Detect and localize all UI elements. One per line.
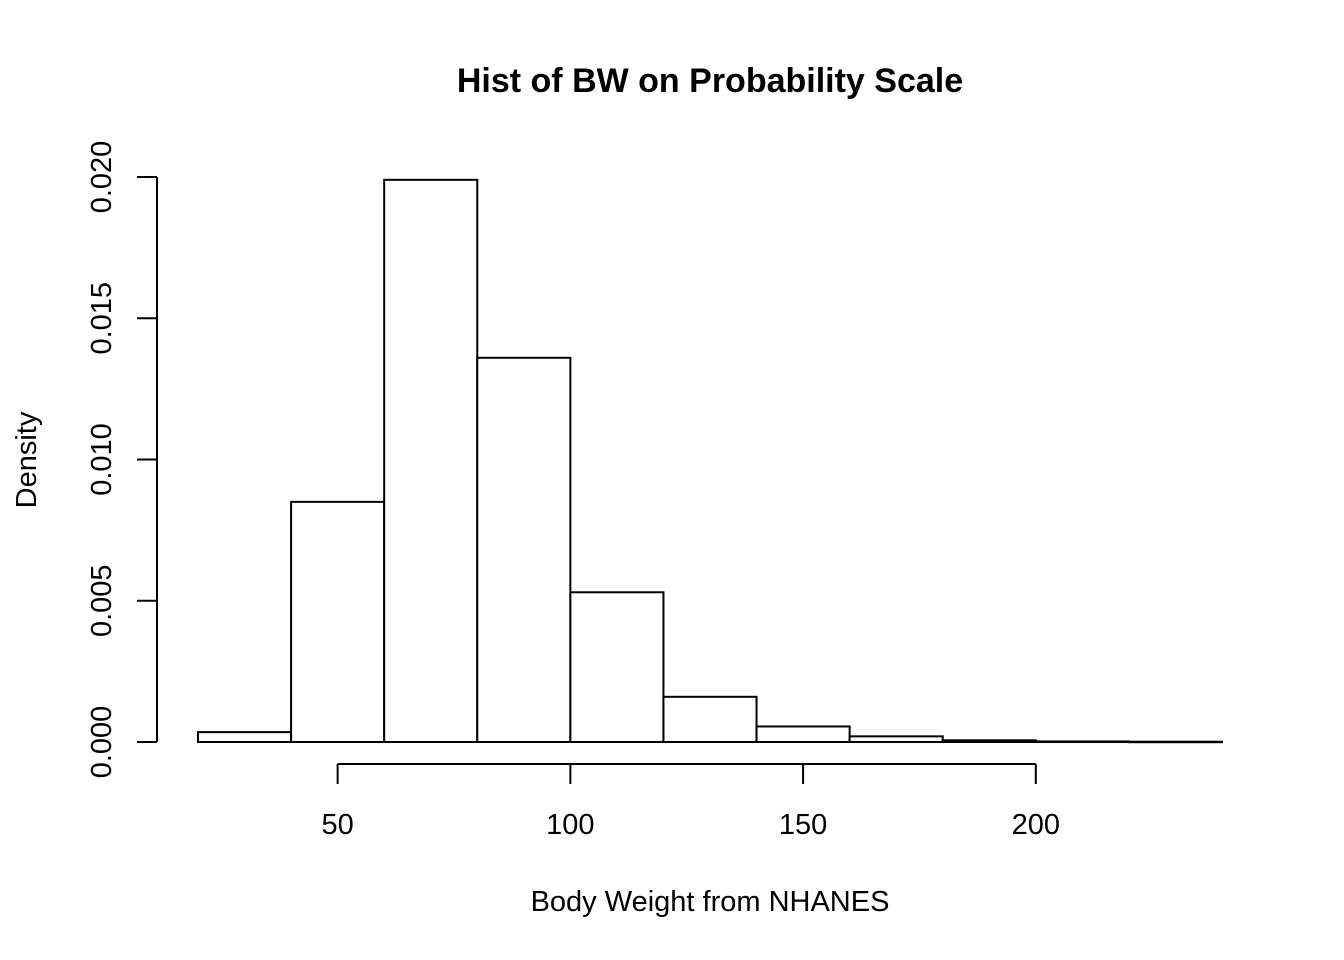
x-tick-label: 150 — [779, 809, 827, 841]
histogram-bar-2 — [290, 500, 386, 743]
histogram-bar-8 — [848, 735, 944, 743]
y-axis: 0.000 0.005 0.010 0.015 0.020 — [86, 141, 158, 779]
histogram-bar-10 — [1034, 740, 1130, 743]
histogram-bar-3 — [383, 178, 479, 743]
x-axis: 50 100 150 200 — [322, 763, 1060, 841]
y-tick-label: 0.015 — [86, 282, 118, 355]
histogram-bar-6 — [662, 695, 758, 743]
histogram-bar-1 — [197, 731, 293, 743]
x-tick-label: 50 — [322, 809, 354, 841]
histogram-bar-11 — [1127, 740, 1223, 744]
histogram-bar-9 — [941, 739, 1037, 743]
y-tick-label: 0.000 — [86, 706, 118, 779]
y-tick-label: 0.020 — [86, 141, 118, 214]
y-tick-label: 0.010 — [86, 423, 118, 496]
histogram-bar-7 — [755, 725, 851, 744]
histogram-bar-4 — [476, 356, 572, 743]
x-tick-label: 100 — [546, 809, 594, 841]
y-tick-label: 0.005 — [86, 564, 118, 637]
x-axis-label: Body Weight from NHANES — [531, 886, 890, 918]
chart-title: Hist of BW on Probability Scale — [457, 62, 963, 100]
x-tick-label: 200 — [1012, 809, 1060, 841]
bars-group — [197, 178, 1223, 744]
y-axis-label: Density — [11, 411, 43, 508]
histogram-bar-5 — [569, 591, 665, 744]
